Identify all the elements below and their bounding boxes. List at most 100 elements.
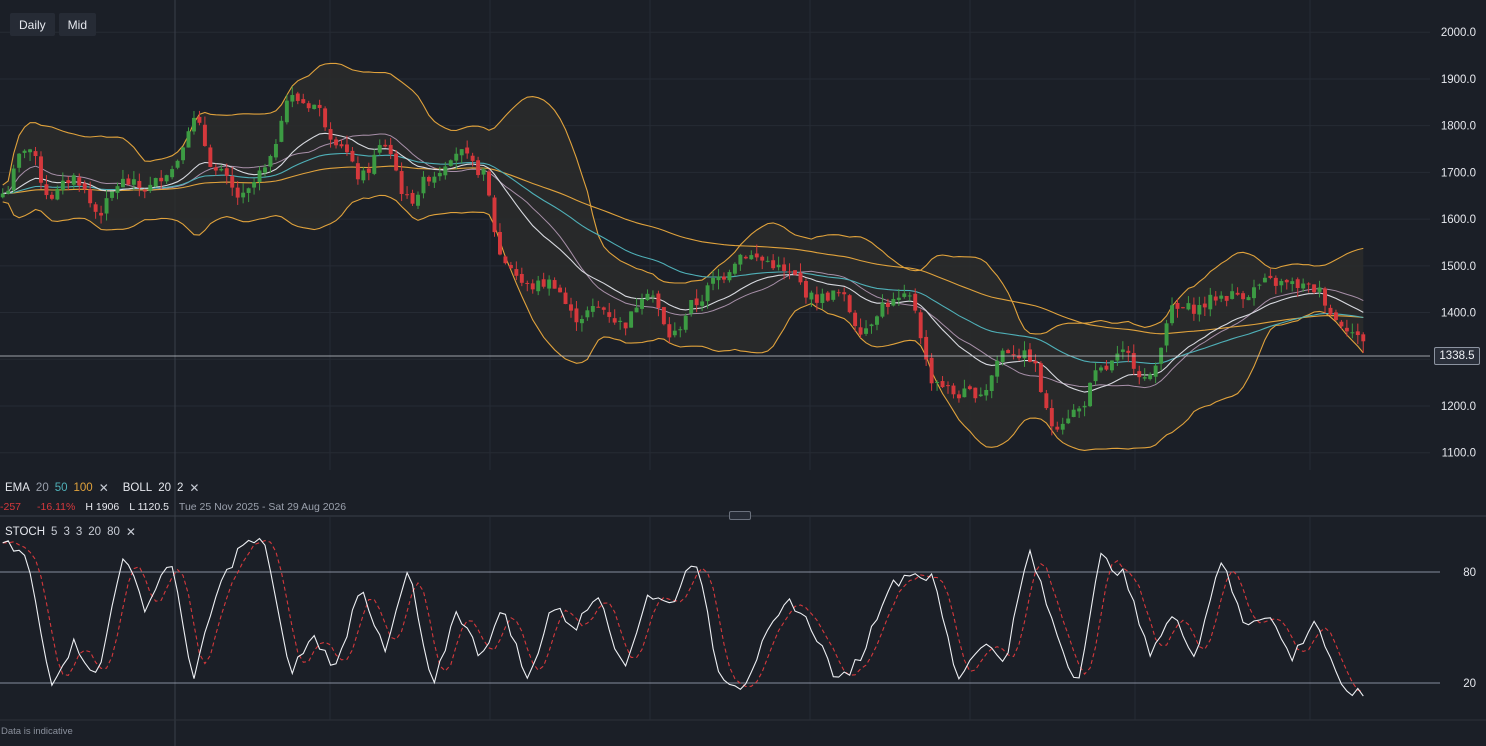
candle-body	[377, 145, 382, 153]
stoch-param-1: 5	[51, 526, 58, 538]
candle-body	[22, 150, 27, 153]
candle-body	[1017, 355, 1022, 359]
candle-body	[650, 295, 655, 297]
candle-body	[585, 310, 590, 318]
candle-body	[66, 180, 71, 184]
candle-body	[1268, 275, 1273, 278]
candle-body	[323, 108, 328, 128]
candle-body	[497, 232, 502, 255]
candle-body	[1252, 287, 1256, 299]
candle-body	[569, 304, 573, 311]
candle-body	[776, 264, 781, 268]
candle-body	[1109, 360, 1114, 371]
candle-body	[803, 281, 808, 298]
candle-body	[44, 184, 49, 196]
boll-band-fill	[2, 63, 1364, 451]
candle-body	[55, 188, 60, 200]
candle-body	[1093, 370, 1098, 382]
candle-body	[738, 254, 743, 265]
candle-body	[574, 308, 579, 323]
candle-body	[951, 385, 956, 395]
candle-body	[1306, 283, 1311, 285]
remove-stoch-button[interactable]: ✕	[125, 525, 136, 539]
candle-body	[918, 312, 923, 339]
candle-body	[1170, 305, 1174, 324]
price-tick-label: 1800.0	[1441, 121, 1476, 133]
disclaimer: Data is indicative	[1, 726, 73, 737]
candle-body	[279, 120, 284, 142]
candle-body	[1082, 405, 1087, 408]
candle-body	[1213, 296, 1218, 301]
candle-body	[186, 131, 191, 148]
candle-body	[1077, 408, 1082, 412]
candle-body	[902, 293, 907, 297]
candle-body	[705, 285, 710, 302]
candle-body	[760, 256, 765, 261]
candle-body	[929, 357, 934, 384]
candle-body	[1104, 365, 1109, 370]
candle-body	[99, 212, 104, 216]
candle-body	[1148, 374, 1153, 380]
boll-lower-line	[2, 194, 1364, 451]
candle-body	[273, 144, 278, 158]
boll-period: 20	[158, 482, 171, 494]
candle-body	[170, 169, 175, 178]
candle-body	[202, 124, 207, 146]
price-tick-label: 1200.0	[1441, 401, 1476, 413]
remove-ema-button[interactable]: ✕	[98, 481, 109, 495]
candle-body	[350, 150, 355, 162]
candle-body	[388, 144, 393, 155]
candle-body	[1339, 321, 1344, 327]
candle-body	[77, 177, 82, 186]
candle-body	[355, 163, 360, 180]
candle-body	[782, 264, 787, 271]
stoch-level-label: 80	[1463, 567, 1476, 579]
candle-body	[487, 171, 491, 196]
candle-body	[192, 117, 196, 132]
candle-body	[935, 381, 940, 384]
price-change-percent: -16.11%	[37, 501, 76, 513]
indicator-legend: EMA 20 50 100 ✕ BOLL 20 2 ✕	[5, 481, 205, 495]
candle-body	[831, 290, 836, 300]
candle-body	[1235, 292, 1240, 295]
candle-body	[1099, 367, 1103, 371]
candle-body	[312, 104, 317, 109]
candle-body	[1284, 279, 1289, 283]
candle-body	[399, 171, 404, 194]
timeframe-button[interactable]: Daily	[10, 13, 55, 36]
candle-body	[743, 256, 748, 259]
candle-body	[268, 156, 273, 167]
ema-lines	[2, 132, 1364, 393]
candle-body	[295, 93, 300, 101]
candle-body	[142, 190, 147, 192]
candle-body	[875, 316, 879, 325]
stoch-legend: STOCH 5 3 3 20 80 ✕	[5, 525, 142, 539]
candle-body	[476, 160, 481, 176]
price-change: -257	[0, 501, 22, 513]
candle-body	[448, 160, 453, 166]
candle-body	[956, 394, 961, 399]
candle-body	[1333, 312, 1338, 320]
candle-body	[1355, 331, 1360, 336]
candle-body	[301, 99, 306, 104]
candle-body	[1262, 277, 1267, 283]
candle-body	[1006, 350, 1011, 354]
candle-body	[1049, 408, 1054, 427]
candle-body	[896, 297, 901, 301]
candle-body	[334, 139, 339, 146]
price-type-button[interactable]: Mid	[58, 13, 97, 36]
ema-50-line	[2, 152, 1364, 365]
candle-body	[880, 302, 885, 317]
candle-body	[1246, 297, 1251, 301]
candle-body	[1164, 323, 1169, 346]
candle-body	[1290, 281, 1295, 285]
ema-50-period: 50	[54, 482, 68, 494]
remove-boll-button[interactable]: ✕	[189, 481, 200, 495]
candle-body	[470, 155, 475, 161]
panel-resize-handle[interactable]	[729, 511, 751, 520]
candle-body	[1060, 423, 1065, 430]
candle-body	[11, 168, 16, 191]
candle-body	[159, 177, 164, 182]
